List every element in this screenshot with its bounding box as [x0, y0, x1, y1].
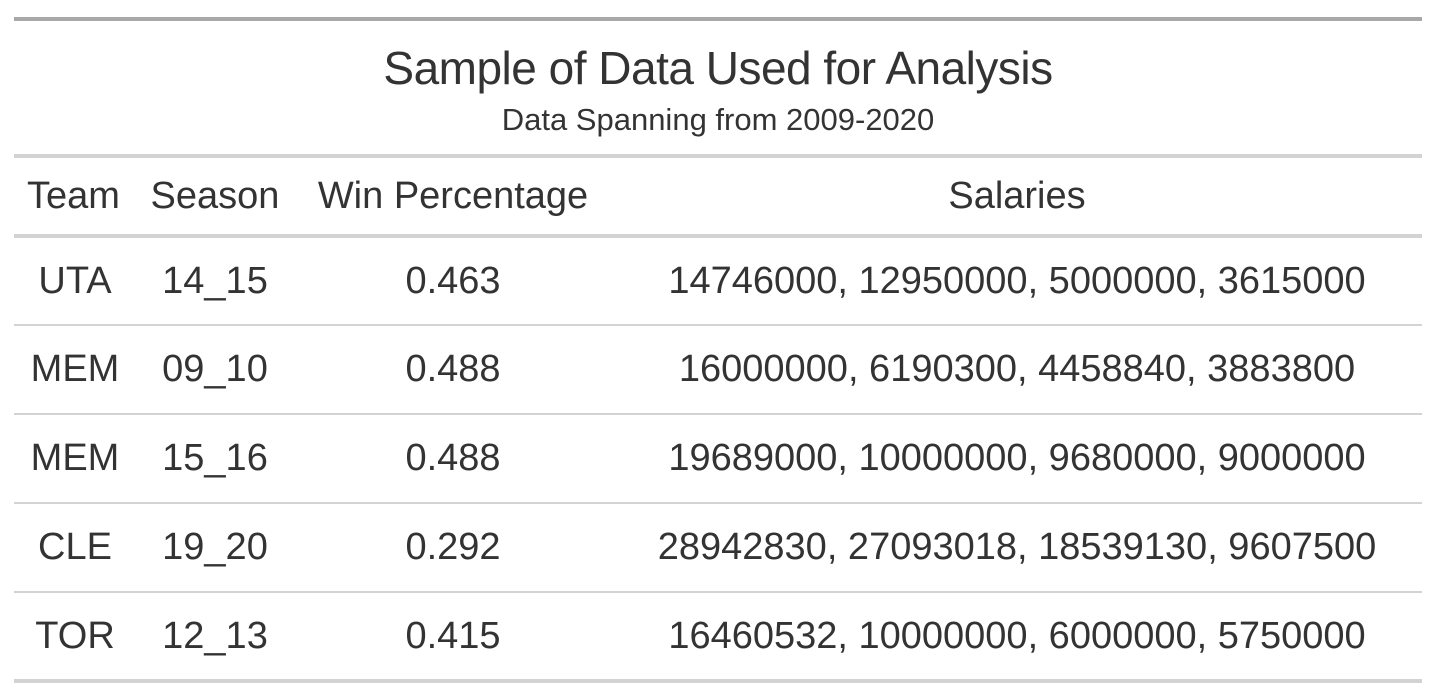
table-row: MEM 15_16 0.488 19689000, 10000000, 9680… — [14, 414, 1422, 504]
column-header-row: Team Season Win Percentage Salaries — [14, 158, 1422, 238]
cell-season: 15_16 — [136, 414, 294, 504]
cell-team: TOR — [14, 592, 136, 683]
table-row: MEM 09_10 0.488 16000000, 6190300, 44588… — [14, 325, 1422, 415]
cell-season: 19_20 — [136, 503, 294, 593]
column-header-season: Season — [136, 158, 294, 238]
table-row: CLE 19_20 0.292 28942830, 27093018, 1853… — [14, 503, 1422, 593]
table-title: Sample of Data Used for Analysis — [383, 42, 1053, 94]
column-header-salaries: Salaries — [612, 158, 1422, 238]
cell-salaries: 14746000, 12950000, 5000000, 3615000 — [612, 236, 1422, 326]
cell-salaries: 16460532, 10000000, 6000000, 5750000 — [612, 592, 1422, 683]
cell-win-percentage: 0.488 — [294, 325, 612, 415]
cell-season: 09_10 — [136, 325, 294, 415]
column-header-win-percentage: Win Percentage — [294, 158, 612, 238]
table-header: Sample of Data Used for Analysis Data Sp… — [14, 21, 1422, 158]
column-header-team: Team — [14, 158, 136, 238]
cell-win-percentage: 0.292 — [294, 503, 612, 593]
cell-salaries: 16000000, 6190300, 4458840, 3883800 — [612, 325, 1422, 415]
table-row: TOR 12_13 0.415 16460532, 10000000, 6000… — [14, 592, 1422, 683]
cell-salaries: 19689000, 10000000, 9680000, 9000000 — [612, 414, 1422, 504]
cell-win-percentage: 0.488 — [294, 414, 612, 504]
data-table-container: Sample of Data Used for Analysis Data Sp… — [14, 17, 1422, 683]
data-table: Team Season Win Percentage Salaries UTA … — [14, 158, 1422, 683]
cell-team: MEM — [14, 325, 136, 415]
cell-team: CLE — [14, 503, 136, 593]
cell-salaries: 28942830, 27093018, 18539130, 9607500 — [612, 503, 1422, 593]
cell-season: 14_15 — [136, 236, 294, 326]
table-subtitle: Data Spanning from 2009-2020 — [501, 102, 935, 137]
cell-win-percentage: 0.415 — [294, 592, 612, 683]
cell-team: UTA — [14, 236, 136, 326]
table-row: UTA 14_15 0.463 14746000, 12950000, 5000… — [14, 236, 1422, 326]
cell-team: MEM — [14, 414, 136, 504]
cell-season: 12_13 — [136, 592, 294, 683]
top-rule — [14, 17, 1422, 21]
cell-win-percentage: 0.463 — [294, 236, 612, 326]
